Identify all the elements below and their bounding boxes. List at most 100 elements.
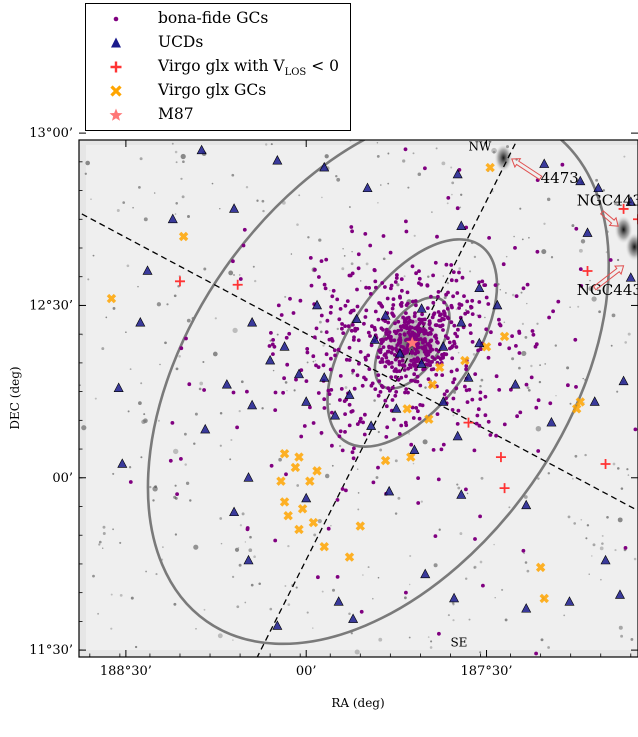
background-star xyxy=(554,344,557,347)
background-star xyxy=(613,202,617,206)
background-star xyxy=(547,646,550,649)
gc-point xyxy=(316,365,321,369)
galaxy-ngc4438 xyxy=(625,232,638,261)
background-star xyxy=(472,353,476,356)
gc-point xyxy=(404,423,409,428)
background-star xyxy=(513,235,515,238)
background-star xyxy=(397,496,401,500)
background-star xyxy=(217,633,223,639)
ucd-marker xyxy=(272,155,283,165)
y-axis-label: DEC (deg) xyxy=(8,366,22,429)
background-star xyxy=(174,533,178,536)
gc-point xyxy=(397,432,402,436)
gc-point xyxy=(551,309,555,314)
gc-point xyxy=(474,421,479,426)
background-star xyxy=(451,193,453,196)
background-star xyxy=(408,636,411,639)
background-star xyxy=(173,602,177,606)
ucd-marker xyxy=(416,303,427,313)
background-star xyxy=(601,542,604,545)
gc-point xyxy=(531,332,536,337)
gc-point xyxy=(404,350,409,355)
ucd-marker xyxy=(344,389,355,399)
gc-point xyxy=(403,390,407,395)
gc-point xyxy=(412,372,417,377)
gc-point xyxy=(381,385,385,389)
background-star xyxy=(212,351,218,357)
gc-point xyxy=(465,299,470,304)
background-star xyxy=(387,182,390,185)
gc-point xyxy=(396,329,400,333)
gc-point xyxy=(273,538,278,543)
gc-point xyxy=(329,388,334,392)
gc-point xyxy=(393,321,397,326)
gc-point xyxy=(407,319,412,324)
gc-point xyxy=(429,683,433,687)
background-star xyxy=(322,344,325,347)
background-star xyxy=(380,184,382,186)
gc-point xyxy=(187,382,192,387)
gc-point xyxy=(463,311,468,316)
gc-point xyxy=(357,361,361,366)
gc-point xyxy=(515,414,519,419)
gc-point xyxy=(363,232,368,236)
ucd-marker xyxy=(333,596,344,606)
background-star xyxy=(460,193,463,196)
background-star xyxy=(591,555,593,557)
background-star xyxy=(144,419,147,422)
background-star xyxy=(427,275,430,278)
ucd-marker xyxy=(247,317,258,327)
gc-point xyxy=(326,388,331,393)
gc-point xyxy=(428,331,433,335)
virgo-gc-marker xyxy=(539,593,549,604)
ucd-marker xyxy=(420,568,431,579)
gc-point xyxy=(416,350,420,355)
gc-point xyxy=(322,406,327,410)
ucd-marker xyxy=(243,472,254,482)
virgo-gc-marker xyxy=(294,524,304,535)
background-star xyxy=(508,506,511,509)
ucd-marker xyxy=(510,379,521,389)
ucd-marker xyxy=(301,396,312,406)
gc-point xyxy=(497,322,502,326)
background-star xyxy=(195,627,197,630)
gc-point xyxy=(536,449,541,453)
background-star xyxy=(356,468,359,470)
gc-point xyxy=(397,369,402,373)
background-star xyxy=(367,566,370,569)
background-star xyxy=(174,484,177,487)
gc-point xyxy=(335,498,340,502)
gc-point xyxy=(343,324,347,328)
legend-label-ucds: UCDs xyxy=(158,33,204,51)
gc-point xyxy=(282,376,286,381)
gc-point xyxy=(311,354,316,359)
gc-point xyxy=(521,548,526,553)
gc-point xyxy=(331,288,336,293)
background-star xyxy=(544,363,547,365)
gc-point xyxy=(355,304,360,309)
gc-point xyxy=(446,290,450,295)
gc-point xyxy=(394,346,398,351)
gc-point xyxy=(432,311,437,316)
gc-point xyxy=(411,416,416,420)
gc-point xyxy=(399,375,404,380)
gc-point xyxy=(425,342,430,347)
background-star xyxy=(351,372,354,375)
gc-point xyxy=(337,317,342,322)
annotation-ngc4435: NGC4435 xyxy=(577,191,638,209)
background-star xyxy=(138,186,141,189)
gc-point xyxy=(465,400,470,404)
gc-point xyxy=(423,166,427,171)
gc-point xyxy=(379,338,383,342)
neg-vlos-marker xyxy=(633,214,638,225)
gc-point xyxy=(517,351,522,355)
background-star xyxy=(376,142,379,144)
gc-point xyxy=(574,226,579,231)
gc-point xyxy=(468,331,473,335)
gc-point xyxy=(468,323,472,327)
gc-point xyxy=(309,283,314,288)
background-star xyxy=(452,603,455,606)
background-star xyxy=(504,618,508,622)
galaxy-pointer-arrow-4 xyxy=(592,265,625,291)
background-star xyxy=(256,199,259,202)
